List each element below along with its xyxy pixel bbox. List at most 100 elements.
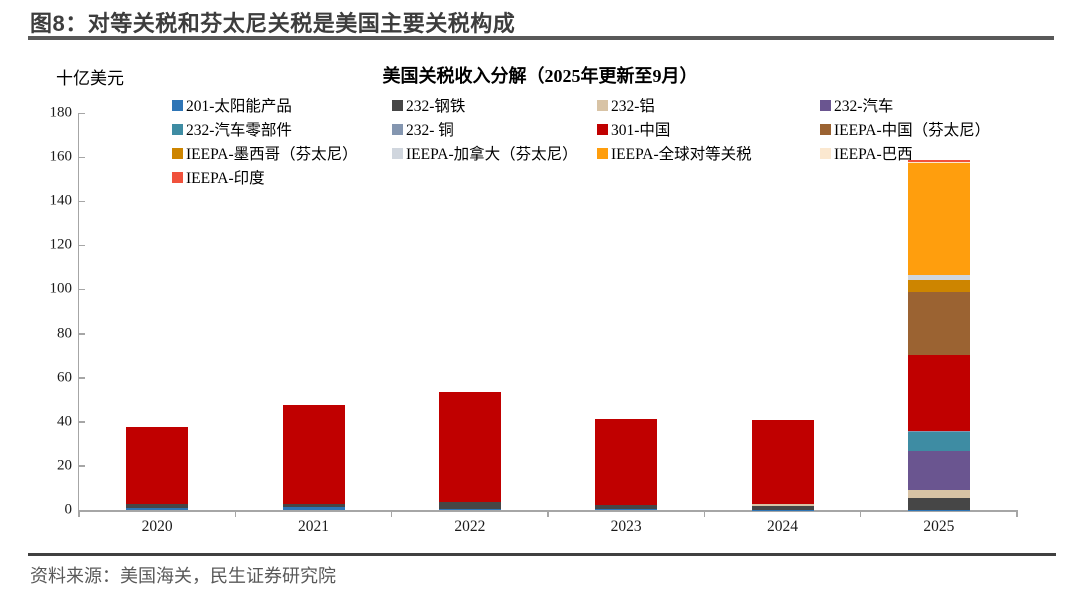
legend-item: 232-汽车 xyxy=(820,96,894,115)
y-tick-mark xyxy=(79,200,85,203)
x-tick-mark xyxy=(859,510,862,517)
x-tick-label: 2024 xyxy=(766,518,798,535)
bar-segment xyxy=(907,431,970,433)
y-tick-label: 60 xyxy=(57,369,72,386)
legend-label: 301-中国 xyxy=(611,122,671,139)
legend-label: IEEPA-全球对等关税 xyxy=(611,146,752,163)
legend-item: IEEPA-墨西哥（芬太尼） xyxy=(172,144,358,163)
chart-title: 美国关税收入分解（2025年更新至9月） xyxy=(382,66,698,86)
y-tick-mark xyxy=(79,509,85,511)
legend-item: IEEPA-巴西 xyxy=(820,144,913,163)
legend-swatch xyxy=(820,123,831,135)
x-tick-mark xyxy=(703,510,706,517)
bar-segment xyxy=(438,392,501,503)
legend-item: IEEPA-印度 xyxy=(172,168,265,187)
x-tick-mark xyxy=(547,510,549,517)
bar-segment xyxy=(438,502,501,509)
y-tick-label: 140 xyxy=(49,192,73,209)
legend-item: IEEPA-加拿大（芬太尼） xyxy=(392,144,578,163)
footer-rule xyxy=(28,553,1056,556)
bar-segment xyxy=(595,504,658,510)
y-tick-mark xyxy=(79,333,85,335)
legend-item: IEEPA-中国（芬太尼） xyxy=(820,120,991,139)
figure-title: 图8：对等关税和芬太尼关税是美国主要关税构成 xyxy=(30,11,516,36)
legend-swatch xyxy=(172,147,183,159)
y-tick-label: 40 xyxy=(57,413,72,430)
legend-label: IEEPA-墨西哥（芬太尼） xyxy=(186,146,358,163)
y-tick-label: 0 xyxy=(64,501,73,518)
bar-segment xyxy=(126,507,189,510)
x-tick-label: 2025 xyxy=(923,518,955,535)
source-note: 资料来源：美国海关，民生证券研究院 xyxy=(30,566,336,586)
legend-item: IEEPA-全球对等关税 xyxy=(597,144,752,163)
bar-segment xyxy=(595,509,658,510)
legend-swatch xyxy=(392,123,403,135)
y-tick-mark xyxy=(79,244,85,247)
y-tick-label: 120 xyxy=(49,236,73,253)
x-tick-mark xyxy=(234,510,237,517)
legend-item: 301-中国 xyxy=(597,120,671,139)
legend-label: 232-汽车 xyxy=(834,98,894,115)
y-tick-label: 80 xyxy=(57,325,72,342)
bar-segment xyxy=(907,274,970,280)
bar-segment xyxy=(907,490,970,499)
legend-swatch xyxy=(597,147,608,159)
bar-segment xyxy=(907,279,970,292)
y-tick-mark xyxy=(79,465,85,467)
legend-label: 232-钢铁 xyxy=(406,98,466,115)
y-tick-label: 160 xyxy=(49,148,73,165)
bar-segment xyxy=(282,507,345,510)
y-tick-mark xyxy=(79,156,85,159)
bar-segment xyxy=(751,505,814,510)
bar-segment xyxy=(282,503,345,508)
legend-item: 201-太阳能产品 xyxy=(172,96,292,115)
bar-segment xyxy=(907,160,970,163)
bar-segment xyxy=(595,418,658,505)
legend-label: 232- 铜 xyxy=(406,122,454,139)
bar-segment xyxy=(907,354,970,432)
legend-swatch xyxy=(820,147,831,159)
bar-segment xyxy=(282,404,345,504)
legend-label: IEEPA-巴西 xyxy=(834,146,913,163)
legend-label: 232-汽车零部件 xyxy=(186,122,292,139)
bar-segment xyxy=(751,504,814,506)
legend-item: 232-钢铁 xyxy=(392,96,466,115)
legend-swatch xyxy=(820,99,831,111)
x-tick-mark xyxy=(390,510,393,517)
y-axis-unit-label: 十亿美元 xyxy=(56,69,124,88)
y-tick-mark xyxy=(79,288,85,291)
x-tick-label: 2021 xyxy=(297,518,329,535)
y-tick-mark xyxy=(79,421,85,423)
x-tick-label: 2020 xyxy=(141,518,173,535)
y-tick-mark xyxy=(79,377,85,379)
legend-label: IEEPA-中国（芬太尼） xyxy=(834,122,991,139)
y-axis-line xyxy=(77,113,79,512)
y-tick-label: 20 xyxy=(57,457,72,474)
bar-segment xyxy=(907,498,970,510)
y-tick-mark xyxy=(79,112,85,114)
x-tick-mark xyxy=(78,510,80,517)
y-tick-label: 180 xyxy=(49,104,73,121)
bar-segment xyxy=(751,420,814,505)
legend-item: 232-汽车零部件 xyxy=(172,120,292,139)
legend-swatch xyxy=(172,123,183,135)
bar-segment xyxy=(126,427,189,505)
legend-swatch xyxy=(597,123,608,135)
legend-swatch xyxy=(172,171,183,183)
legend-label: IEEPA-印度 xyxy=(186,170,265,187)
legend-item: 232- 铜 xyxy=(392,120,454,139)
legend-label: 201-太阳能产品 xyxy=(186,98,292,115)
bar-segment xyxy=(126,504,189,508)
legend-swatch xyxy=(392,147,403,159)
bar-segment xyxy=(438,508,501,510)
bar-segment xyxy=(907,432,970,451)
legend-label: 232-铝 xyxy=(611,98,655,115)
legend-swatch xyxy=(172,99,183,111)
legend-label: IEEPA-加拿大（芬太尼） xyxy=(406,146,578,163)
legend-item: 232-铝 xyxy=(597,96,655,115)
x-tick-mark xyxy=(1016,510,1018,517)
bar-segment xyxy=(907,163,970,275)
bar-segment xyxy=(907,291,970,355)
y-tick-label: 100 xyxy=(49,280,73,297)
